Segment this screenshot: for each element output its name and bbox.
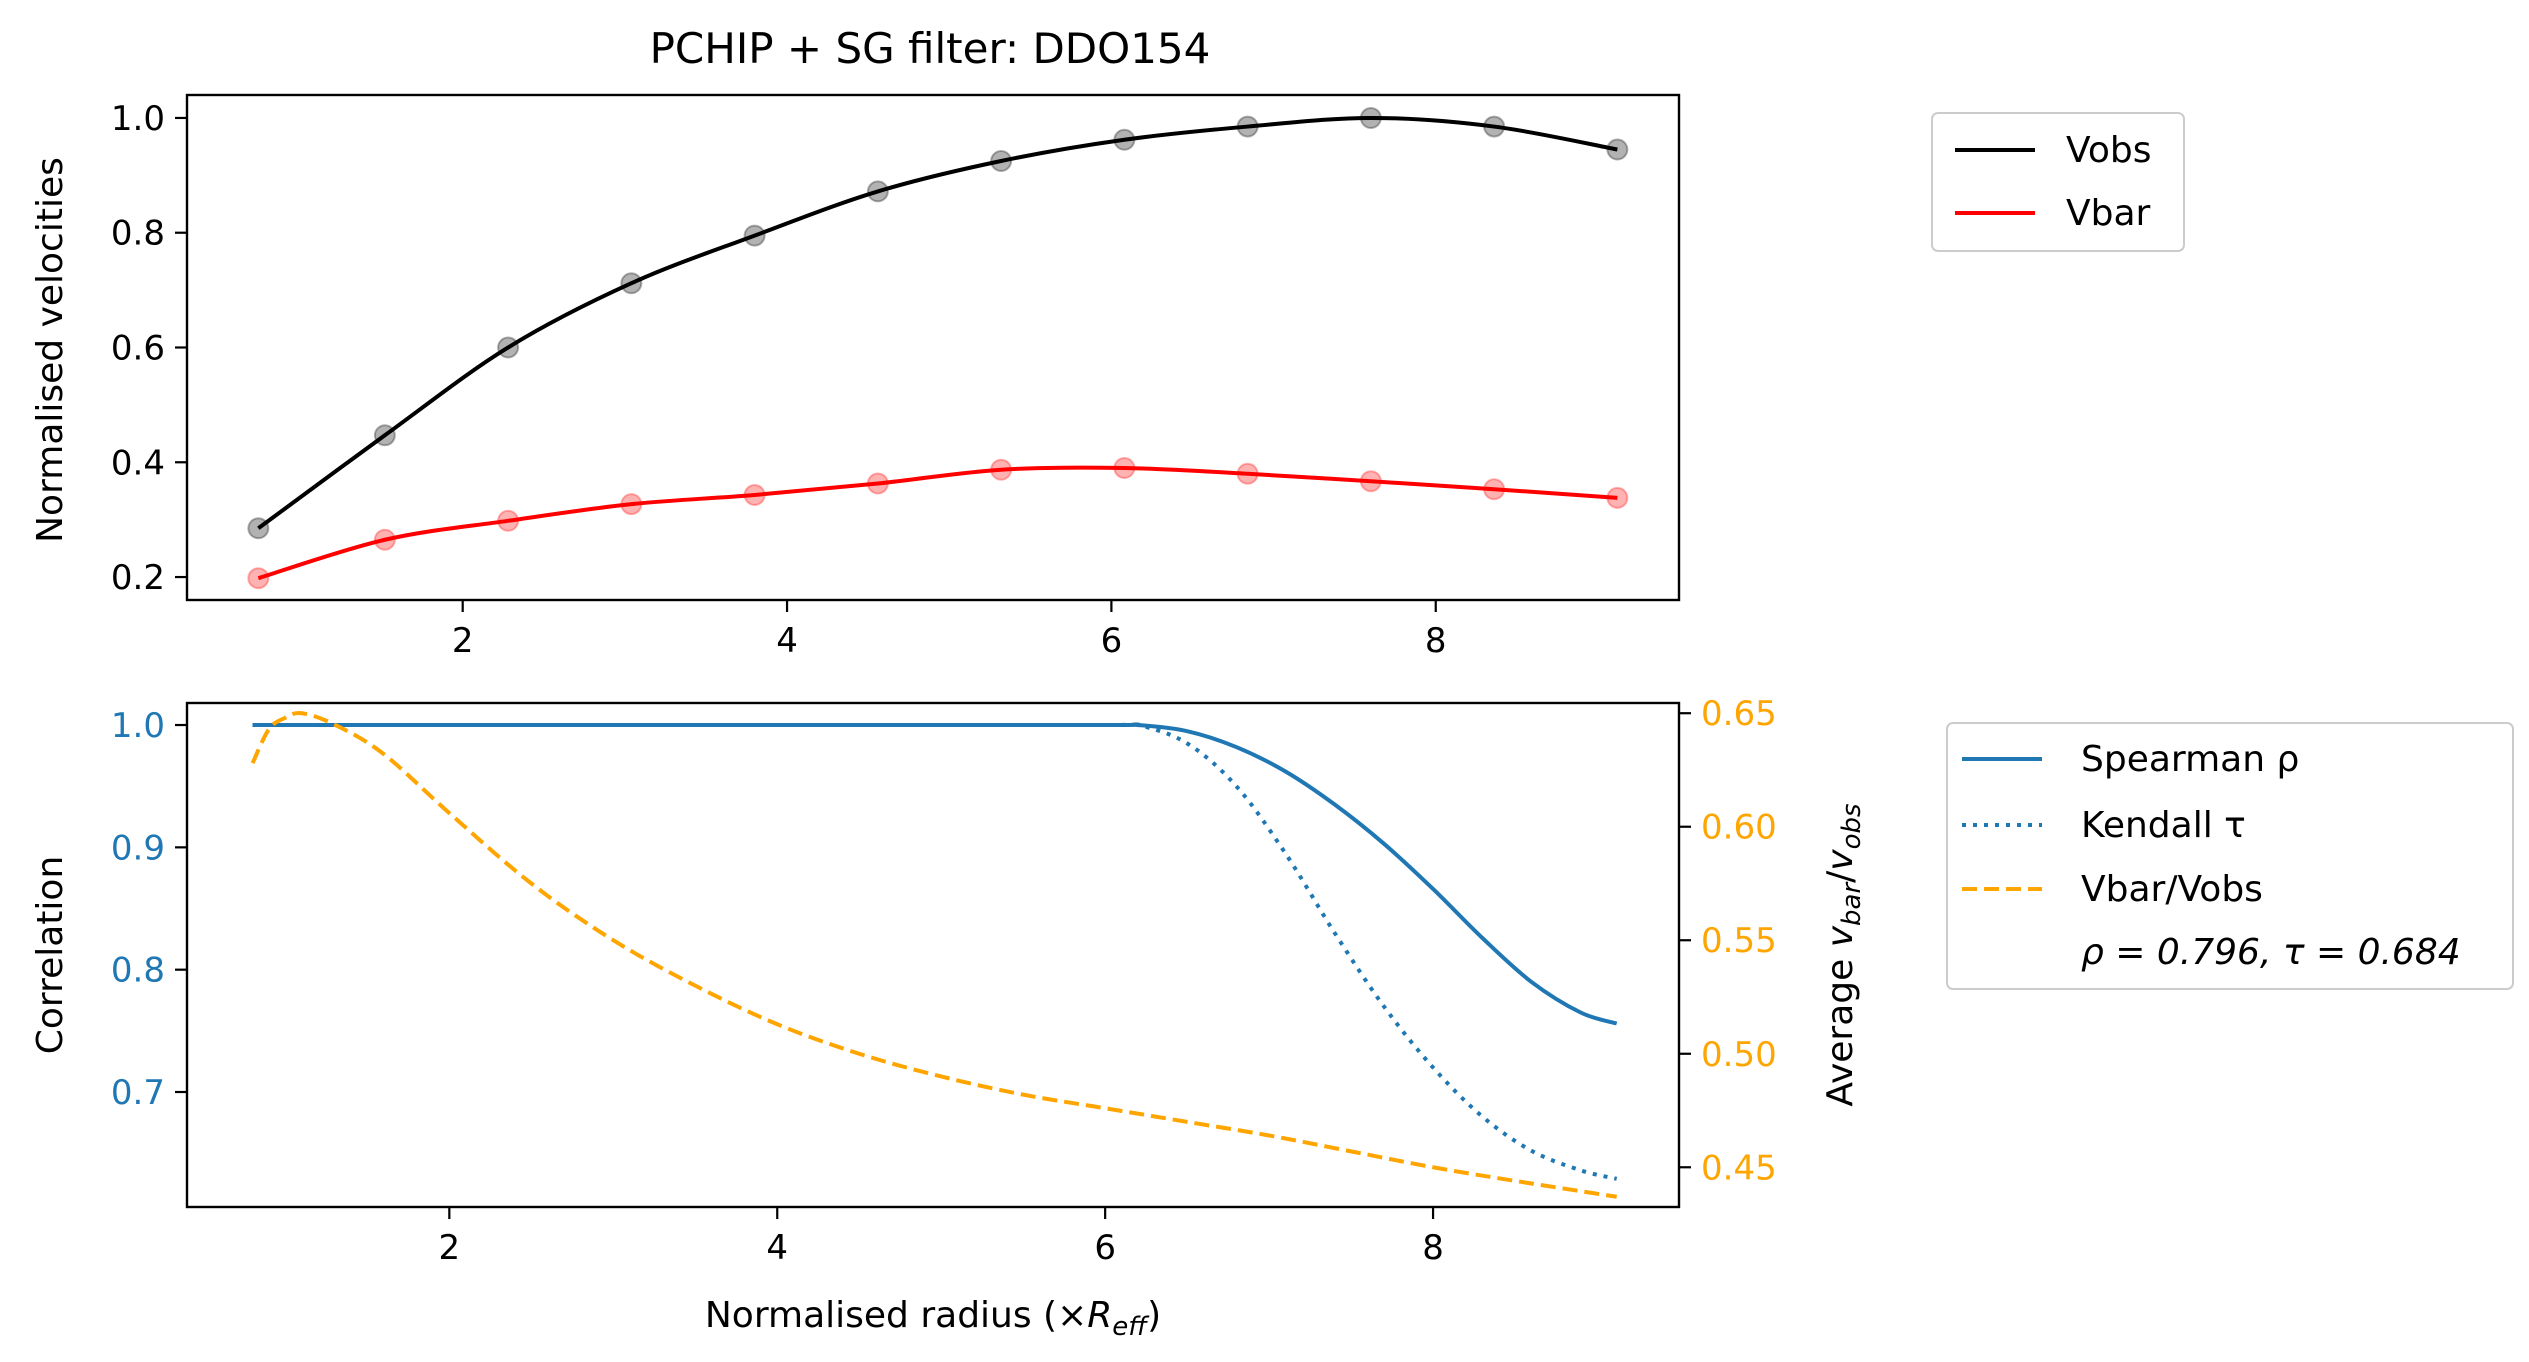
data-point-vbar-5: [866, 472, 889, 495]
radius-x-axis-label-sub: eff: [1112, 1312, 1150, 1342]
velocity-legend-box: [1931, 112, 2185, 252]
data-point-vobs-6: [990, 149, 1013, 172]
radius-x-tick-label-3: 8: [1422, 1228, 1444, 1268]
ratio-y-axis-label-sub2: obs: [1837, 803, 1867, 849]
legend-ratio-label: Vbar/Vobs: [2081, 869, 2263, 910]
radius-x-axis-label-prefix: Normalised radius (×: [705, 1295, 1087, 1336]
data-point-vbar-10: [1483, 478, 1506, 501]
ratio-y-tick-label-2: 0.55: [1701, 921, 1777, 961]
radius-x-axis-label-r: R: [1087, 1295, 1112, 1336]
radius-x-tick-label-1: 4: [766, 1228, 788, 1268]
series-line-vobs: [257, 115, 1618, 530]
ratio-y-axis-label-slash: /: [1820, 870, 1861, 883]
velocity-x-tick-label-3: 8: [1425, 621, 1447, 661]
data-point-vbar-7: [1113, 457, 1136, 480]
data-point-vobs-8: [1236, 115, 1259, 138]
data-point-vobs-0: [247, 517, 270, 540]
velocity-panel: PCHIP + SG filter: DDO154 Normalised vel…: [30, 24, 2185, 661]
correlation-series-lines: [250, 710, 1618, 1199]
ratio-y-tick-label-3: 0.60: [1701, 808, 1777, 848]
velocity-x-tick-label-0: 2: [452, 621, 474, 661]
data-point-vobs-9: [1359, 106, 1382, 129]
data-point-vbar-2: [497, 509, 520, 532]
data-point-vbar-9: [1359, 470, 1382, 493]
velocity-y-axis-label: Normalised velocities: [30, 157, 71, 543]
correlation-y-tick-label-2: 0.9: [111, 828, 165, 868]
legend-kendall-label: Kendall τ: [2081, 805, 2246, 846]
ratio-y-axis-label-v1: v: [1820, 925, 1861, 947]
legend-spearman-label: Spearman ρ: [2081, 739, 2299, 780]
ratio-y-tick-label-0: 0.45: [1701, 1148, 1777, 1188]
ratio-y-tick-label-4: 0.65: [1701, 694, 1777, 734]
correlation-y-tick-label-3: 1.0: [111, 706, 165, 746]
data-point-vbar-4: [743, 483, 766, 506]
data-point-vobs-5: [866, 180, 889, 203]
velocity-y-tick-label-4: 1.0: [111, 99, 165, 139]
velocity-series-markers: [247, 106, 1629, 590]
ratio-y-axis-label: Average vbar/vobs: [1820, 803, 1867, 1106]
velocity-legend: Vobs Vbar: [1931, 112, 2185, 252]
correlation-axis-ticks: 2 4 6 8 0.7 0.8 0.9 1.0 0.45 0.50 0.55 0.60 0.65: [111, 694, 1777, 1268]
velocity-y-tick-label-0: 0.2: [111, 558, 165, 598]
data-point-vbar-8: [1236, 462, 1259, 485]
velocity-y-tick-label-3: 0.8: [111, 214, 165, 254]
series-line-spearman: [252, 722, 1618, 1026]
data-point-vobs-1: [373, 424, 396, 447]
series-line-vbar: [257, 465, 1618, 581]
data-point-vobs-3: [620, 272, 643, 295]
correlation-legend-box: [1946, 722, 2514, 990]
ratio-y-axis-label-v2: v: [1820, 849, 1861, 871]
legend-vobs-label: Vobs: [2066, 130, 2151, 171]
correlation-y-tick-label-1: 0.8: [111, 951, 165, 991]
data-point-vbar-11: [1606, 486, 1629, 509]
ratio-y-axis-label-sub1: bar: [1837, 881, 1867, 926]
data-point-vobs-11: [1606, 138, 1629, 161]
velocity-y-tick-label-2: 0.6: [111, 329, 165, 369]
velocity-series-lines: [257, 115, 1618, 581]
series-line-vbar-vobs: [250, 710, 1618, 1199]
velocity-axis-ticks: 2 4 6 8 0.2 0.4 0.6 0.8 1.0: [111, 99, 1447, 661]
data-point-vbar-1: [373, 528, 396, 551]
correlation-legend: Spearman ρ Kendall τ Vbar/Vobs ρ = 0.796…: [1946, 722, 2514, 990]
correlation-panel: Correlation Average vbar/vobs Normalised…: [30, 694, 2514, 1342]
legend-vbar-label: Vbar: [2066, 193, 2151, 234]
data-point-vbar-3: [620, 493, 643, 516]
ratio-y-tick-label-1: 0.50: [1701, 1035, 1777, 1075]
data-point-vobs-7: [1113, 128, 1136, 151]
radius-x-axis-label-suffix: ): [1147, 1295, 1161, 1336]
data-point-vobs-2: [497, 336, 520, 359]
velocity-x-tick-label-1: 4: [776, 621, 798, 661]
legend-correlation-annotation: ρ = 0.796, τ = 0.684: [2081, 932, 2461, 973]
data-point-vbar-6: [990, 458, 1013, 481]
radius-x-tick-label-0: 2: [439, 1228, 461, 1268]
correlation-plot-frame: [185, 701, 1681, 1209]
correlation-y-tick-label-0: 0.7: [111, 1073, 165, 1113]
ratio-y-axis-label-prefix: Average: [1820, 947, 1861, 1106]
velocity-plot-frame: [185, 93, 1681, 602]
data-point-vobs-4: [743, 224, 766, 247]
radius-x-tick-label-2: 6: [1094, 1228, 1116, 1268]
data-point-vbar-0: [247, 567, 270, 590]
data-point-vobs-10: [1483, 115, 1506, 138]
correlation-y-axis-label: Correlation: [30, 856, 71, 1055]
velocity-chart-title: PCHIP + SG filter: DDO154: [650, 24, 1211, 73]
radius-x-axis-label: Normalised radius (×Reff): [705, 1295, 1161, 1342]
velocity-y-tick-label-1: 0.4: [111, 443, 165, 483]
velocity-x-tick-label-2: 6: [1101, 621, 1123, 661]
